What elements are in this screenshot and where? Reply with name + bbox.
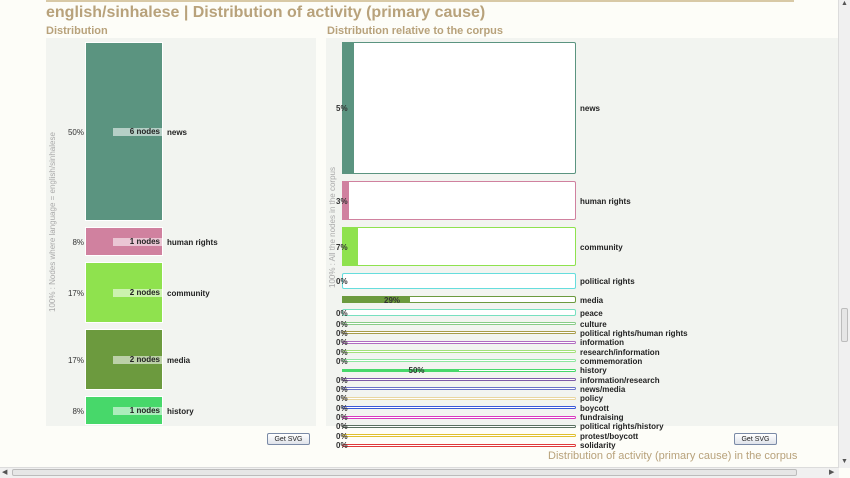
corpus-fill-news [342,42,354,174]
corpus-pct-political-rights-human-rights: 0% [336,328,348,338]
corpus-caption: Distribution of activity (primary cause)… [548,450,798,462]
corpus-bar-political-rights-human-rights [342,331,576,335]
corpus-label-human-rights: human rights [580,196,631,206]
distribution-pct-media: 17% [67,355,84,365]
corpus-fill-human-rights [342,181,349,220]
distribution-label-community: community [167,288,210,298]
corpus-bar-research-information [342,350,576,354]
corpus-bar-fundraising [342,415,576,419]
corpus-label-information-research: information/research [580,375,660,385]
corpus-bar-political-rights-history [342,424,576,428]
title-divider [46,0,794,2]
vertical-scrollbar[interactable]: ▲ ▼ [838,0,850,468]
distribution-pct-history: 8% [72,406,84,416]
corpus-label-political-rights-human-rights: political rights/human rights [580,328,688,338]
corpus-label-media: media [580,295,604,305]
corpus-pct-solidarity: 0% [336,441,348,451]
scroll-up-icon[interactable]: ▲ [841,0,848,7]
corpus-bar-news-media [342,387,576,391]
corpus-bar-boycott [342,406,576,410]
corpus-label-policy: policy [580,394,604,404]
left-axis-label: 100% : Nodes where language = english/si… [48,132,57,312]
distribution-nodes-media: 2 nodes [113,355,162,364]
corpus-pct-news-media: 0% [336,384,348,394]
distribution-label-history: history [167,406,194,416]
corpus-bar-protest-boycott [342,434,576,438]
corpus-label-research-information: research/information [580,347,660,357]
corpus-pct-peace: 0% [336,308,348,318]
distribution-nodes-news: 6 nodes [113,127,162,136]
distribution-pct-news: 50% [67,127,84,137]
corpus-pct-culture: 0% [336,319,348,329]
distribution-pct-human-rights: 8% [72,237,84,247]
corpus-bar-peace [342,309,576,316]
scroll-left-icon[interactable]: ◀ [2,469,8,476]
distribution-label-media: media [167,355,191,365]
corpus-pct-political-rights: 0% [336,277,348,286]
vertical-scroll-thumb[interactable] [841,308,848,342]
corpus-bar-policy [342,396,576,400]
corpus-pct-fundraising: 0% [336,413,348,422]
corpus-pct-policy: 0% [336,394,348,404]
corpus-pct-human-rights: 3% [336,196,348,206]
corpus-bar-political-rights [342,273,576,289]
corpus-pct-research-information: 0% [336,347,348,357]
distribution-nodes-human-rights: 1 nodes [113,237,162,246]
corpus-pct-protest-boycott: 0% [336,431,348,441]
left-chart-subtitle: Distribution [46,25,108,37]
corpus-bar-information-research [342,378,576,382]
distribution-nodes-history: 1 nodes [113,406,162,415]
corpus-label-peace: peace [580,308,603,318]
horizontal-scroll-thumb[interactable] [12,469,797,476]
page-title: english/sinhalese | Distribution of acti… [46,4,486,21]
corpus-fill-history [342,368,459,372]
corpus-label-solidarity: solidarity [580,441,616,451]
corpus-pct-information-research: 0% [336,375,348,385]
corpus-pct-political-rights-history: 0% [336,422,348,432]
corpus-label-history: history [580,366,607,376]
distribution-label-news: news [167,127,188,137]
corpus-label-protest-boycott: protest/boycott [580,431,639,441]
corpus-label-commemoration: commemoration [580,356,643,366]
corpus-fill-community [342,227,358,266]
corpus-pct-history: 50% [408,366,425,376]
corpus-bar-human-rights [342,181,576,220]
corpus-label-community: community [580,242,623,252]
corpus-bar-news [342,42,576,174]
corpus-label-fundraising: fundraising [580,413,624,422]
corpus-pct-commemoration: 0% [336,356,348,366]
right-axis-label: 100% : All the nodes in the corpus [328,167,337,288]
corpus-pct-community: 7% [336,242,348,252]
scroll-down-icon[interactable]: ▼ [841,458,848,465]
corpus-label-information: information [580,338,624,348]
corpus-bar-solidarity [342,443,576,447]
scroll-right-icon[interactable]: ▶ [829,469,835,476]
distribution-pct-community: 17% [67,288,84,298]
get-svg-button-left[interactable]: Get SVG [267,433,310,445]
distribution-label-human-rights: human rights [167,237,218,247]
corpus-bar-community [342,227,576,266]
corpus-pct-media: 29% [384,295,401,305]
corpus-label-political-rights-history: political rights/history [580,422,664,432]
corpus-bar-information [342,340,576,344]
corpus-label-boycott: boycott [580,403,609,413]
corpus-bar-culture [342,322,576,325]
get-svg-button-right[interactable]: Get SVG [734,433,777,445]
corpus-label-news: news [580,104,601,113]
corpus-pct-information: 0% [336,338,348,348]
corpus-pct-news: 5% [336,104,348,113]
corpus-pct-boycott: 0% [336,403,348,413]
corpus-label-news-media: news/media [580,384,626,394]
corpus-bar-commemoration [342,359,576,363]
right-chart-subtitle: Distribution relative to the corpus [327,25,504,37]
corpus-fill-media [342,296,410,303]
distribution-nodes-community: 2 nodes [113,288,162,297]
horizontal-scrollbar[interactable]: ◀ ▶ [0,467,839,478]
corpus-label-culture: culture [580,319,607,329]
corpus-label-political-rights: political rights [580,277,635,286]
